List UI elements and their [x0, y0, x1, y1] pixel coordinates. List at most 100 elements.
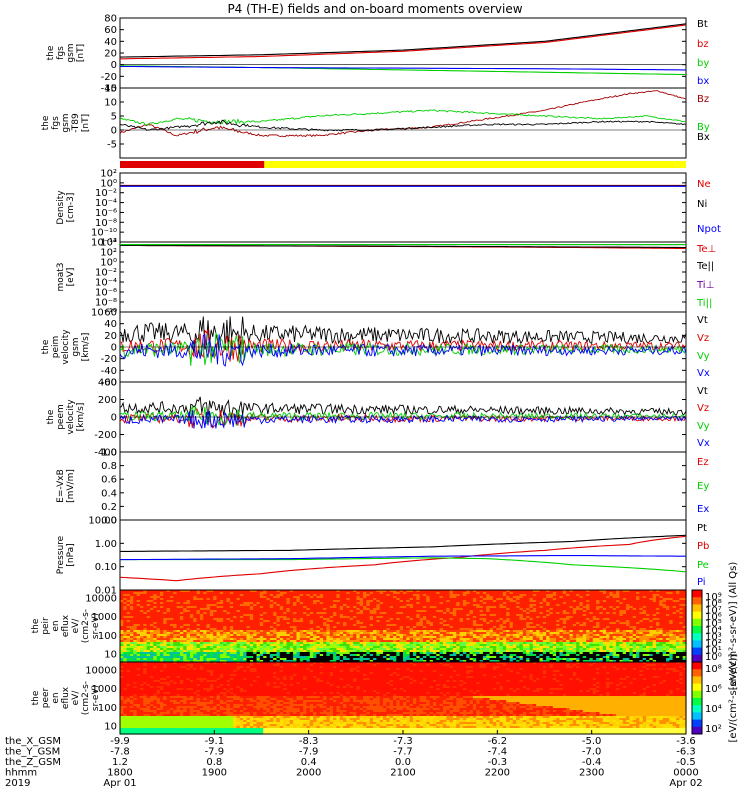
peem_velocity-ylabel-line: the	[46, 409, 56, 424]
fgs_gsm_dc-series-by	[120, 110, 686, 125]
fgs_gsm_dc-ylabel-line: fgs	[51, 116, 61, 130]
fgs_gsm-ylabel-line: [nT]	[76, 44, 86, 62]
fgs_gsm_dc-legend-bx: Bx	[697, 132, 710, 143]
fgs_gsm-ytick-label: 60	[104, 25, 117, 36]
fgs_gsm-legend-by: by	[697, 58, 709, 69]
peem_velocity-ytick-label: 400	[98, 378, 117, 389]
fgs_gsm-ylabel-line: gsm	[66, 43, 76, 62]
pressure-legend-pe: Pe	[697, 560, 709, 571]
density-legend-ne: Ne	[697, 179, 711, 190]
moat3-frame	[120, 242, 686, 312]
fgs_gsm-ytick-label: 0	[111, 60, 117, 71]
fgs_gsm-ytick-label: 80	[104, 14, 117, 25]
fgs_gsm-legend-bt: Bt	[697, 19, 708, 30]
fgs_gsm_dc-ylabel-line: [nT]	[81, 114, 91, 132]
efield-ytick-label: 0.8	[101, 461, 117, 472]
peim_velocity-ylabel-line: velocity	[61, 329, 71, 365]
peim_velocity-legend-vy: Vy	[697, 351, 710, 362]
peim_velocity-ylabel-line: peim	[51, 336, 61, 359]
peir_spectrogram-ylabel-line: eV/	[71, 618, 81, 634]
fgs_gsm-ylabel-line: fgs	[56, 46, 66, 60]
pressure-ylabel-line: Pressure	[56, 535, 66, 574]
pressure-legend-pb: Pb	[697, 541, 709, 552]
peir_spectrogram-ylabel-line: en	[51, 620, 61, 631]
fgs_gsm-legend-bz: bz	[697, 39, 709, 50]
peim_velocity-ytick-label: 60	[104, 308, 117, 319]
peem_velocity-legend-vz: Vz	[697, 403, 709, 414]
efield-ylabel-line: [mV/m]	[66, 469, 76, 503]
fgs_gsm_dc-ytick-label: 15	[104, 84, 117, 95]
peem_velocity-legend-vx: Vx	[697, 438, 710, 449]
peir_spectrogram-heatmap-cells	[120, 590, 687, 663]
fgs_gsm_dc-ytick-label: -5	[107, 140, 117, 151]
themis-overview-figure: P4 (TH-E) fields and on-board moments ov…	[0, 0, 750, 800]
peem_velocity-ylabel-line: velocity	[66, 399, 76, 435]
pressure-frame	[120, 520, 686, 590]
fgs_gsm_dc-ytick-label: 10	[104, 98, 117, 109]
pressure-series-pe	[120, 558, 686, 572]
fgs_gsm-frame	[120, 18, 686, 88]
peir_spectrogram-ytick-label: 1000	[92, 612, 117, 623]
peem_velocity-ylabel-line: peem	[56, 404, 66, 430]
peem_velocity-series-vy	[120, 406, 686, 425]
fgs_gsm_dc-ylabel-line: gsm	[61, 113, 71, 132]
density-ylabel-line: Density	[56, 190, 66, 225]
moat3-ylabel-line: [eV]	[66, 268, 76, 287]
peir_spectrogram-ylabel-line: eflux	[61, 614, 71, 637]
peir_spectrogram-ylabel-line: (cm2-s-	[81, 609, 91, 643]
efield-ytick-label: 0.2	[101, 502, 117, 513]
pressure-series-pt	[120, 535, 686, 551]
fgs_gsm_dc-ytick-label: 0	[111, 126, 117, 137]
efield-ytick-label: 0.4	[101, 488, 117, 499]
pressure-series-pi	[120, 556, 686, 560]
efield-legend-ey: Ey	[697, 481, 709, 492]
peim_velocity-ylabel-line: [km/s]	[81, 333, 91, 362]
peir_spectrogram-ytick-label: 100	[98, 631, 117, 642]
peim_velocity-ylabel-line: gsm	[71, 337, 81, 356]
density-legend-ni: Ni	[697, 199, 707, 210]
efield-ylabel-line: E=-VxB	[56, 469, 66, 503]
efield-frame	[120, 452, 686, 520]
peim_velocity-legend-vz: Vz	[697, 333, 709, 344]
efield-legend-ez: Ez	[697, 457, 709, 468]
peim_velocity-ytick-label: -40	[101, 366, 117, 377]
fgs_gsm-ylabel-line: the	[46, 45, 56, 60]
overview-plot-svg: P4 (TH-E) fields and on-board moments ov…	[0, 0, 750, 800]
pressure-ytick-label: 0.10	[95, 562, 117, 573]
peir_spectrogram-ylabel-line: peir	[41, 617, 51, 635]
peem_velocity-ylabel-line: [km/s]	[76, 403, 86, 432]
peim_velocity-ylabel-line: the	[41, 339, 51, 354]
peim_velocity-ytick-label: -20	[101, 354, 117, 365]
efield-ytick-label: 1.0	[101, 448, 117, 459]
fgs_gsm_dc-ylabel-line: -T89	[71, 113, 81, 133]
flag-bar-segment-0	[120, 161, 264, 168]
peem_velocity-legend-vy: Vy	[697, 421, 710, 432]
fgs_gsm_dc-ytick-label: 5	[111, 112, 117, 123]
peem_velocity-legend-vt: Vt	[697, 386, 708, 397]
peir_spectrogram-ylabel-line: the	[31, 618, 41, 633]
fgs_gsm-ytick-label: 20	[104, 49, 117, 60]
fgs_gsm-ytick-label: 40	[104, 37, 117, 48]
flag-bar-segment-1	[264, 161, 686, 168]
fgs_gsm-legend-bx: bx	[697, 76, 709, 87]
pressure-ylabel-line: [nPa]	[66, 543, 76, 566]
moat3-legend-ti: Ti⊥	[696, 280, 714, 291]
density-ylabel-line: [cm-3]	[66, 193, 76, 223]
fgs_gsm_dc-legend-bz: Bz	[697, 94, 709, 105]
moat3-legend-te: Te||	[696, 261, 714, 272]
moat3-series-te	[120, 246, 686, 248]
moat3-legend-ti: Ti||	[696, 298, 712, 309]
peir_spectrogram-ytick-label: 10000	[85, 594, 117, 605]
peir_spectrogram-ytick-label: 10	[104, 650, 117, 661]
moat3-legend-te: Te⊥	[696, 244, 716, 255]
fgs_gsm-ytick-label: -20	[101, 72, 117, 83]
pressure-legend-pt: Pt	[697, 523, 707, 534]
peim_velocity-ytick-label: 0	[111, 343, 117, 354]
peim_velocity-legend-vx: Vx	[697, 368, 710, 379]
peem_velocity-ytick-label: 200	[98, 395, 117, 406]
efield-ytick-label: 0.6	[101, 475, 117, 486]
pressure-legend-pi: Pi	[697, 577, 706, 588]
moat3-ylabel-line: moat3	[56, 262, 66, 291]
efield-legend-ex: Ex	[697, 504, 709, 515]
pressure-ytick-label: 1.00	[95, 539, 117, 550]
